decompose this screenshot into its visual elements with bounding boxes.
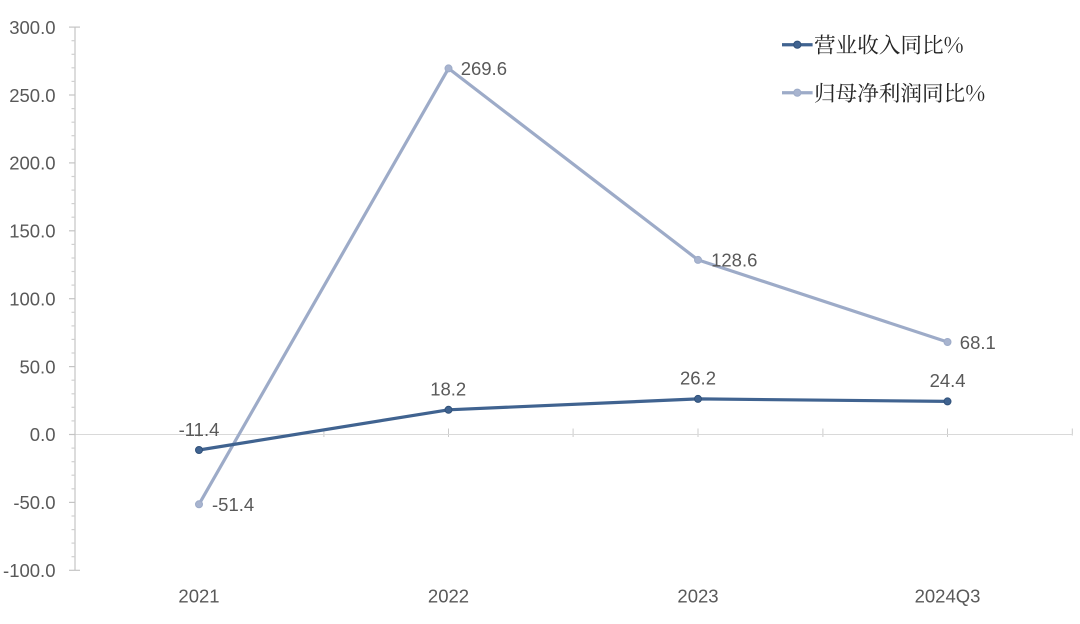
svg-text:2024Q3: 2024Q3 <box>915 585 981 606</box>
svg-text:50.0: 50.0 <box>19 356 55 377</box>
svg-text:18.2: 18.2 <box>430 379 466 400</box>
svg-text:-51.4: -51.4 <box>212 494 254 515</box>
svg-text:2022: 2022 <box>428 585 469 606</box>
svg-text:2023: 2023 <box>677 585 718 606</box>
svg-text:250.0: 250.0 <box>9 85 55 106</box>
svg-text:0.0: 0.0 <box>30 424 56 445</box>
svg-text:300.0: 300.0 <box>9 17 55 38</box>
svg-text:68.1: 68.1 <box>960 332 996 353</box>
svg-text:150.0: 150.0 <box>9 221 55 242</box>
svg-text:269.6: 269.6 <box>461 58 507 79</box>
svg-text:-50.0: -50.0 <box>13 492 55 513</box>
svg-text:-11.4: -11.4 <box>179 419 220 440</box>
svg-text:-100.0: -100.0 <box>3 560 55 581</box>
svg-text:24.4: 24.4 <box>930 370 966 391</box>
svg-text:128.6: 128.6 <box>711 250 757 271</box>
svg-text:26.2: 26.2 <box>680 368 716 389</box>
svg-text:200.0: 200.0 <box>9 153 55 174</box>
svg-text:100.0: 100.0 <box>9 288 55 309</box>
svg-text:2021: 2021 <box>178 585 219 606</box>
